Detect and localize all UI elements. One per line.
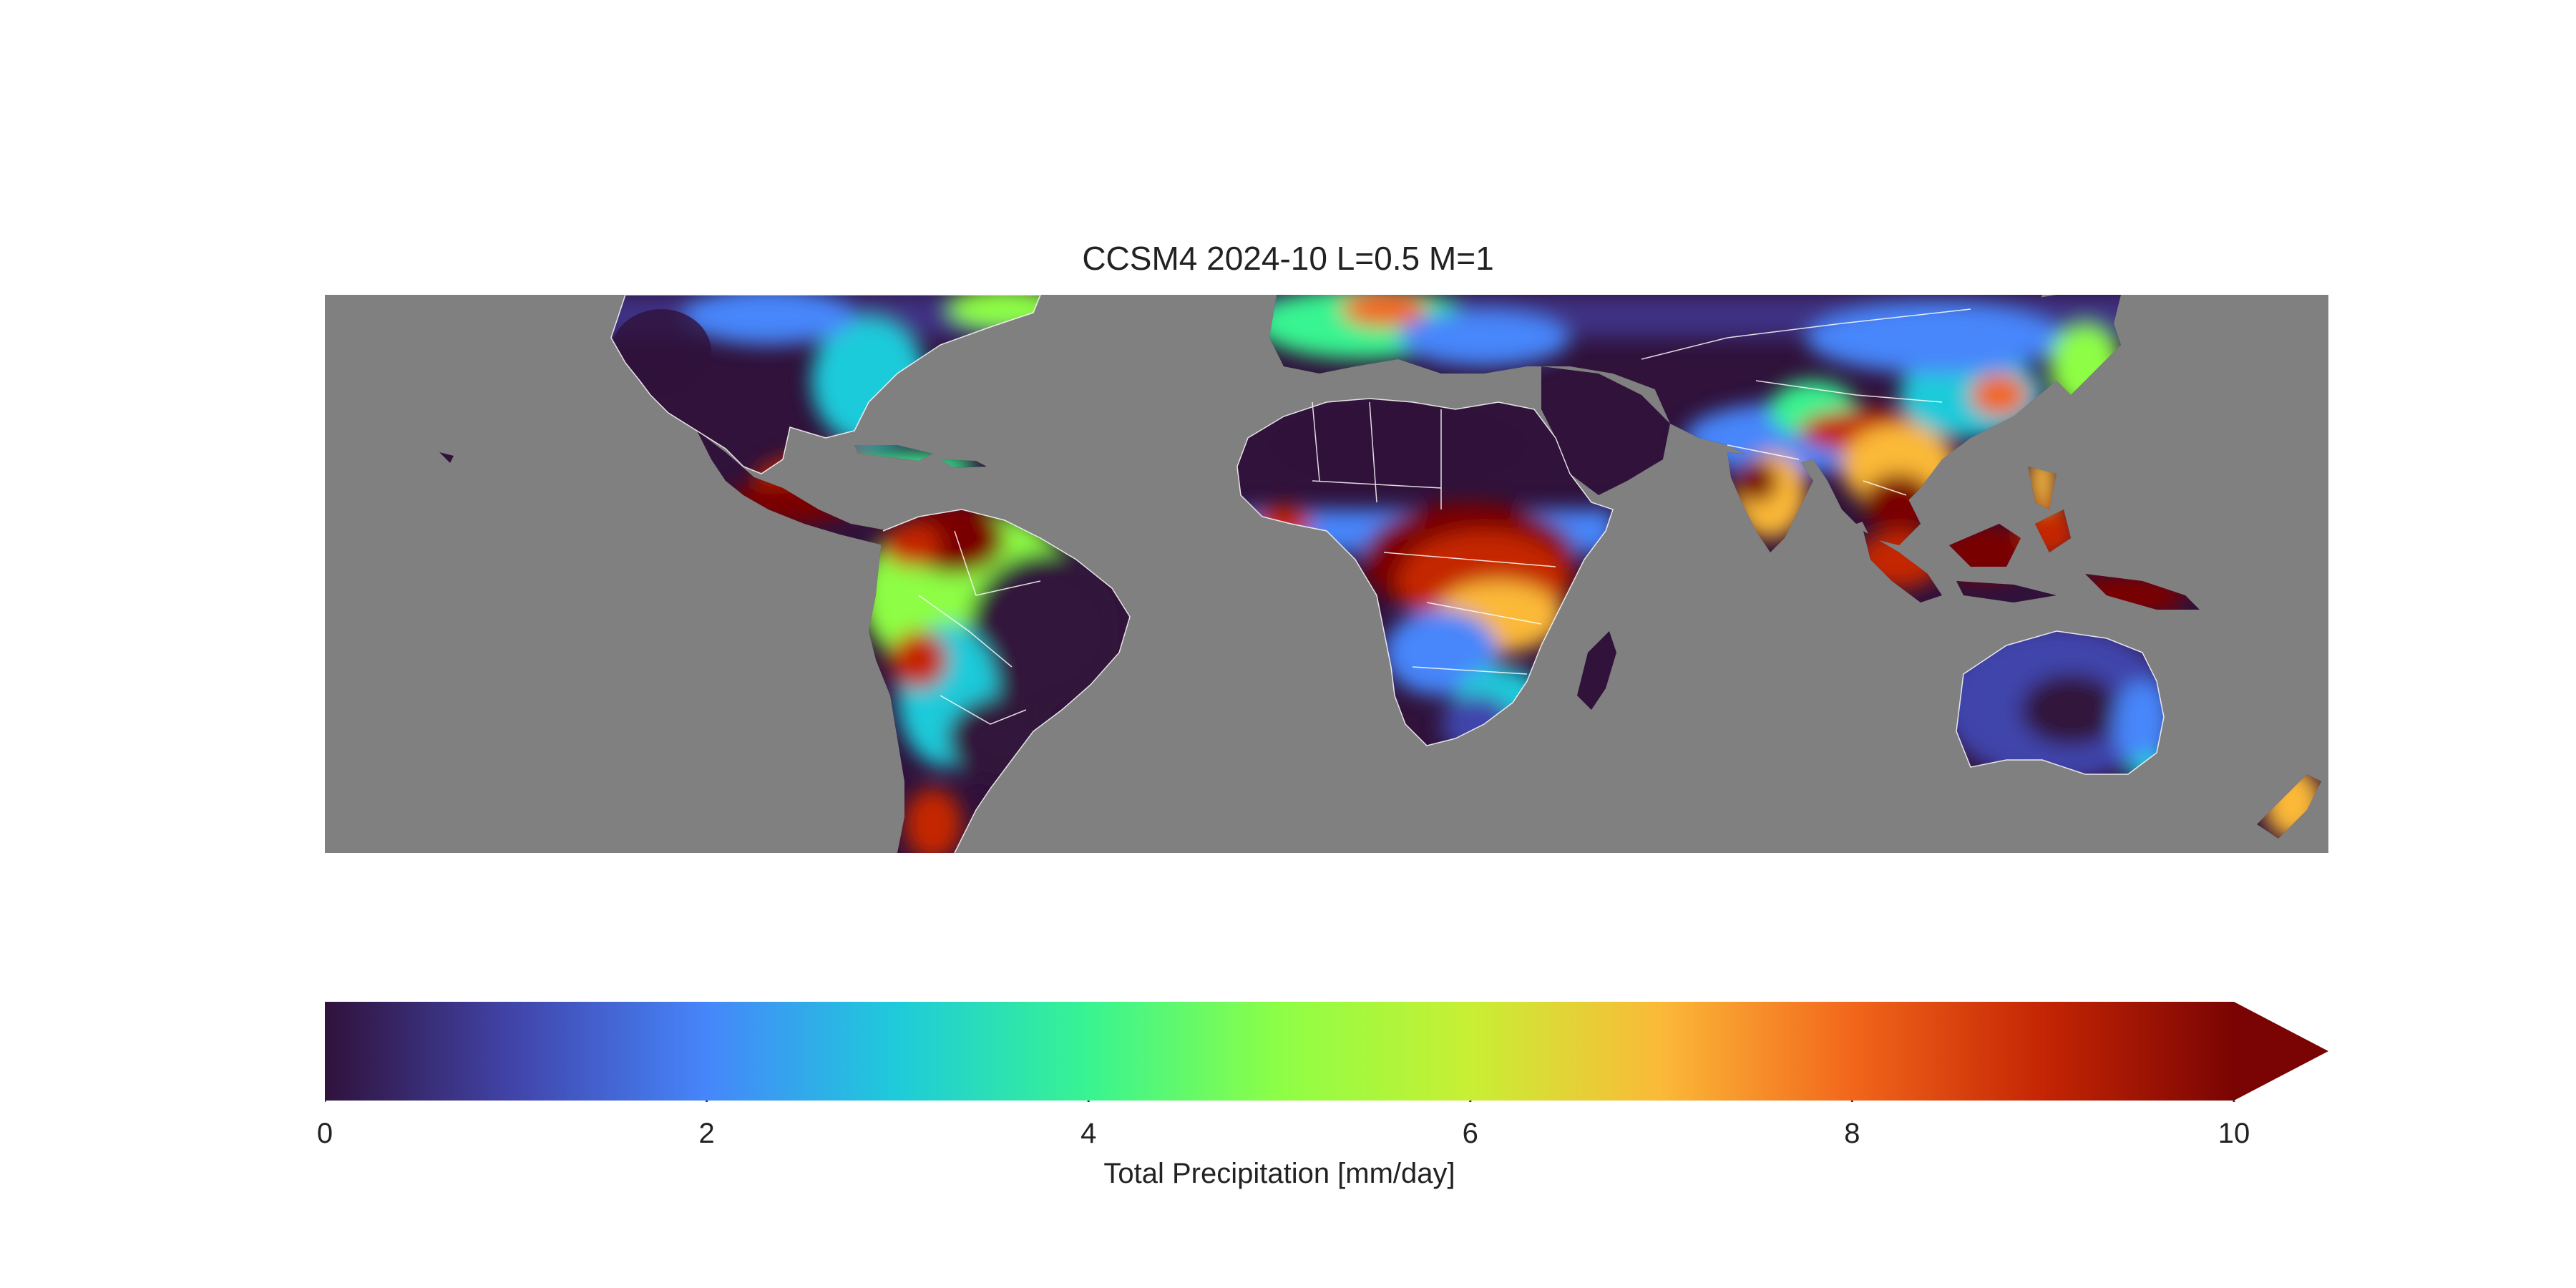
colorbar-tick-label: 6 [1462,1118,1478,1149]
colorbar-tick-label: 10 [2218,1118,2250,1149]
map-title: CCSM4 2024-10 L=0.5 M=1 [1082,240,1494,277]
colorbar-tick-label: 8 [1844,1118,1860,1149]
country-borders [610,295,2165,853]
precipitation-map [325,295,2328,853]
colorbar-extend-arrow [2234,1002,2328,1101]
colorbar-label: Total Precipitation [mm/day] [1103,1158,1455,1189]
colorbar [325,1002,2328,1102]
colorbar-tick-label: 0 [316,1118,333,1149]
colorbar-ticks [325,1101,2235,1102]
colorbar-tick-label: 2 [698,1118,715,1149]
colorbar-gradient [325,1002,2234,1101]
colorbar-tick-label: 4 [1080,1118,1097,1149]
